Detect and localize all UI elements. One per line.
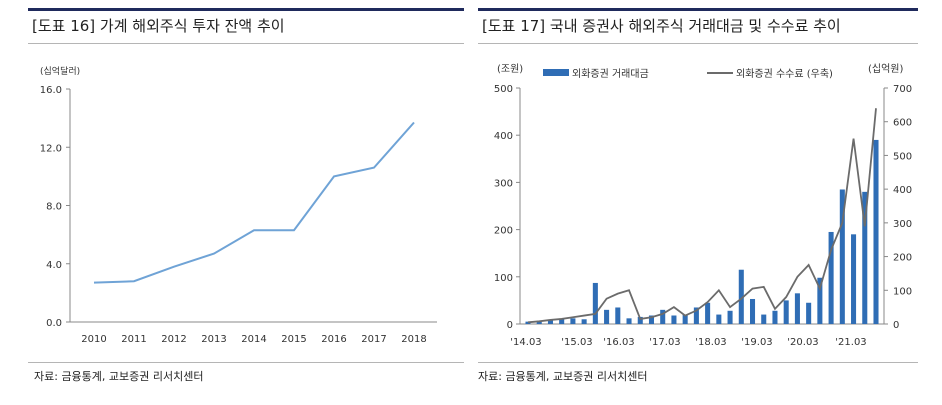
bar-trading-value <box>693 307 699 324</box>
left-panel-title: [도표 16] 가계 해외주식 투자 잔액 추이 <box>28 8 464 44</box>
left-y-tick-label: 16.0 <box>40 85 62 96</box>
bar-trading-value <box>873 139 879 324</box>
left-x-tick-label: 2015 <box>281 334 306 345</box>
bar-trading-value <box>839 189 845 324</box>
right-x-tick-label: '20.03 <box>787 337 818 348</box>
left-series-line <box>93 121 415 284</box>
right-left-y-tick-label: 400 <box>494 131 513 142</box>
bar-trading-value <box>570 318 576 324</box>
left-y-tick-label: 4.0 <box>46 260 62 271</box>
right-right-y-tick-label: 100 <box>893 286 912 297</box>
right-x-tick-label: '14.03 <box>510 337 541 348</box>
bar-trading-value <box>738 269 744 324</box>
right-x-tick-label: '18.03 <box>695 337 726 348</box>
left-x-tick-label: 2010 <box>81 334 106 345</box>
left-source-separator <box>28 362 464 363</box>
right-left-y-tick-label: 500 <box>494 84 513 95</box>
bar-trading-value <box>806 302 812 324</box>
right-right-y-tick-label: 0 <box>893 320 899 331</box>
left-x-tick-label: 2011 <box>121 334 146 345</box>
left-x-tick-label: 2017 <box>361 334 386 345</box>
bar-trading-value <box>682 314 688 324</box>
bar-trading-value <box>783 300 789 324</box>
bar-trading-value <box>817 277 823 324</box>
right-source-separator <box>478 362 918 363</box>
bar-trading-value <box>626 318 632 324</box>
bar-trading-value <box>637 316 643 324</box>
bar-trading-value <box>536 321 542 324</box>
right-right-y-tick-label: 400 <box>893 185 912 196</box>
left-x-tick-label: 2014 <box>241 334 266 345</box>
line-commission <box>527 108 877 324</box>
right-x-tick-label: '15.03 <box>561 337 592 348</box>
bar-trading-value <box>828 231 834 324</box>
right-right-y-tick-label: 200 <box>893 253 912 264</box>
right-source: 자료: 금융통계, 교보증권 리서치센터 <box>478 370 648 383</box>
left-y-tick-label: 12.0 <box>40 143 62 154</box>
right-left-unit-label: (조원) <box>497 63 523 75</box>
bar-trading-value <box>671 315 677 324</box>
left-y-tick-label: 8.0 <box>46 202 62 213</box>
right-x-tick-label: '19.03 <box>741 337 772 348</box>
bar-trading-value <box>615 307 621 324</box>
bar-trading-value <box>559 319 565 324</box>
bar-trading-value <box>705 302 711 324</box>
bar-trading-value <box>525 321 531 324</box>
bar-trading-value <box>716 314 722 324</box>
bar-trading-value <box>581 319 587 324</box>
bar-trading-value <box>772 310 778 324</box>
right-x-tick-label: '21.03 <box>835 337 866 348</box>
legend-bar-label: 외화증권 거래대금 <box>572 68 649 80</box>
left-x-tick-label: 2012 <box>161 334 186 345</box>
bar-trading-value <box>592 282 598 324</box>
right-left-y-tick-label: 100 <box>494 273 513 284</box>
right-panel-title: [도표 17] 국내 증권사 해외주식 거래대금 및 수수료 추이 <box>478 8 918 44</box>
legend-line-label: 외화증권 수수료 (우축) <box>736 68 833 80</box>
bar-trading-value <box>547 320 553 324</box>
right-right-unit-label: (십억원) <box>868 63 904 75</box>
legend-bar-swatch <box>543 69 569 76</box>
right-right-y-tick-label: 500 <box>893 151 912 162</box>
bar-trading-value <box>851 234 857 324</box>
right-right-y-tick-label: 600 <box>893 118 912 129</box>
left-x-tick-label: 2018 <box>401 334 426 345</box>
right-left-y-tick-label: 300 <box>494 178 513 189</box>
bar-trading-value <box>794 293 800 324</box>
right-left-y-tick-label: 0 <box>507 320 513 331</box>
bar-trading-value <box>648 315 655 324</box>
bar-trading-value <box>660 309 666 324</box>
left-x-tick-label: 2013 <box>201 334 226 345</box>
right-right-y-tick-label: 700 <box>893 84 912 95</box>
right-x-tick-label: '16.03 <box>603 337 634 348</box>
right-right-y-tick-label: 300 <box>893 219 912 230</box>
left-source: 자료: 금융통계, 교보증권 리서치센터 <box>34 370 204 383</box>
left-y-tick-label: 0.0 <box>46 318 62 329</box>
bar-trading-value <box>749 298 756 324</box>
left-unit-label: (십억달러) <box>40 65 80 77</box>
bar-trading-value <box>761 314 767 324</box>
bar-trading-value <box>862 191 868 324</box>
left-x-tick-label: 2016 <box>321 334 346 345</box>
right-x-tick-label: '17.03 <box>649 337 680 348</box>
right-left-y-tick-label: 200 <box>494 226 513 237</box>
bar-trading-value <box>727 310 733 324</box>
bar-trading-value <box>604 309 610 324</box>
